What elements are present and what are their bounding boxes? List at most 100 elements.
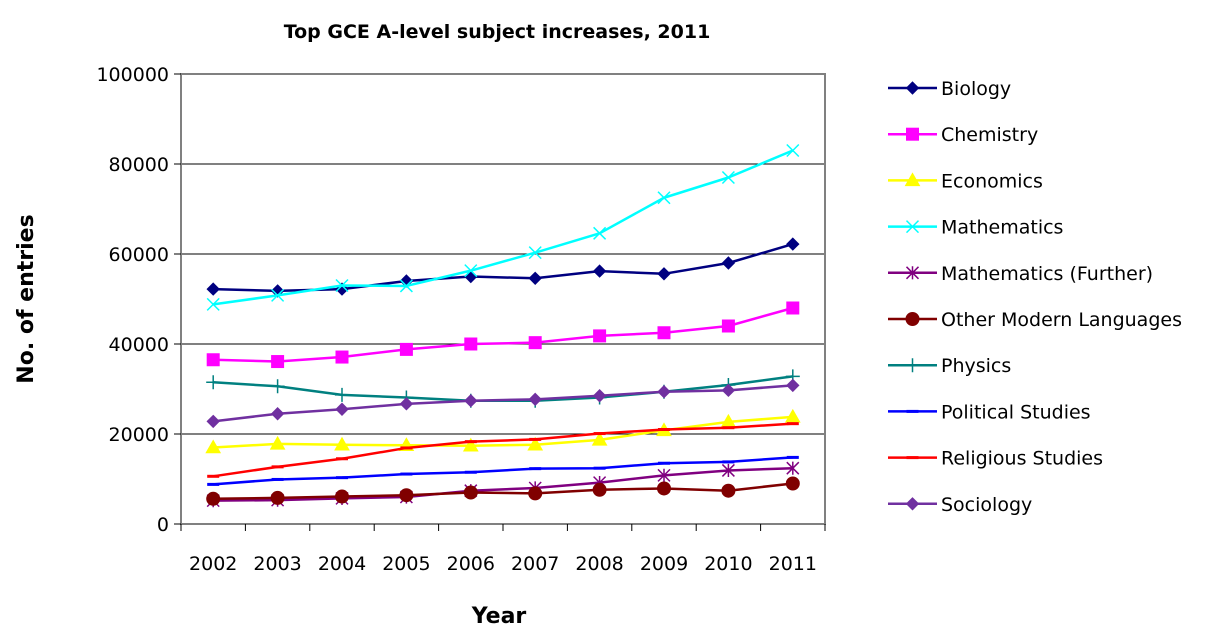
- data-point: [907, 410, 919, 413]
- data-point: [207, 475, 219, 478]
- series-line: [213, 424, 793, 477]
- data-point: [722, 320, 734, 332]
- data-point: [465, 440, 477, 443]
- y-tick-label: 60000: [109, 244, 169, 266]
- data-point: [907, 498, 919, 510]
- series-line: [213, 417, 793, 448]
- y-tick-label: 100000: [96, 64, 169, 86]
- legend-label: Mathematics: [941, 217, 1063, 239]
- data-point: [722, 460, 734, 463]
- series-physics: [206, 369, 800, 407]
- data-point: [658, 192, 670, 204]
- data-point: [787, 302, 799, 314]
- legend-item: Mathematics (Further): [888, 263, 1153, 285]
- series-mathematics: [207, 145, 799, 311]
- x-tick-label: 2003: [253, 553, 301, 575]
- data-point: [594, 265, 606, 277]
- x-tick-label: 2009: [640, 553, 688, 575]
- data-point: [336, 476, 348, 479]
- data-point: [906, 313, 919, 326]
- series-layer: [206, 145, 800, 508]
- legend-label: Religious Studies: [941, 448, 1103, 470]
- data-point: [336, 403, 348, 415]
- series-mathematics-further: [207, 462, 799, 508]
- data-point: [906, 358, 920, 372]
- series-biology: [207, 238, 799, 297]
- series-line: [213, 484, 793, 499]
- data-point: [336, 490, 349, 503]
- legend-label: Mathematics (Further): [941, 263, 1153, 285]
- data-point: [722, 257, 734, 269]
- x-axis-title: Year: [471, 604, 527, 629]
- data-point: [272, 465, 284, 468]
- data-point: [658, 428, 670, 431]
- data-point: [907, 456, 919, 459]
- data-point: [207, 354, 219, 366]
- legend-label: Chemistry: [941, 124, 1038, 146]
- y-tick-label: 20000: [109, 424, 169, 446]
- y-tick-label: 80000: [109, 154, 169, 176]
- data-point: [400, 398, 412, 410]
- x-tick-label: 2002: [189, 553, 237, 575]
- data-point: [272, 356, 284, 368]
- data-point: [722, 426, 734, 429]
- legend-item: Mathematics: [888, 217, 1063, 239]
- data-point: [787, 145, 799, 157]
- series-line: [213, 308, 793, 362]
- data-point: [207, 483, 219, 486]
- data-point: [464, 486, 477, 499]
- legend-label: Physics: [941, 355, 1011, 377]
- legend-item: Physics: [888, 355, 1011, 377]
- data-point: [400, 473, 412, 476]
- legend-item: Biology: [888, 78, 1011, 100]
- legend-item: Religious Studies: [888, 448, 1103, 470]
- series-line: [213, 468, 793, 500]
- data-point: [335, 388, 349, 402]
- data-point: [722, 484, 735, 497]
- data-point: [787, 238, 799, 250]
- legend-label: Economics: [941, 170, 1043, 192]
- data-point: [529, 337, 541, 349]
- series-line: [213, 151, 793, 305]
- data-point: [787, 456, 799, 459]
- data-point: [271, 491, 284, 504]
- data-point: [207, 492, 220, 505]
- data-point: [907, 128, 919, 140]
- series-line: [213, 376, 793, 400]
- data-point: [207, 283, 219, 295]
- data-point: [658, 268, 670, 280]
- data-point: [336, 457, 348, 460]
- legend-item: Economics: [888, 170, 1043, 192]
- data-point: [465, 395, 477, 407]
- data-point: [529, 487, 542, 500]
- data-point: [529, 272, 541, 284]
- data-point: [400, 343, 412, 355]
- plot-frame: [181, 74, 825, 524]
- series-line: [213, 457, 793, 484]
- data-point: [400, 446, 412, 449]
- x-tick-label: 2006: [447, 553, 495, 575]
- legend-label: Other Modern Languages: [941, 309, 1182, 331]
- data-point: [465, 338, 477, 350]
- data-point: [400, 489, 413, 502]
- y-axis: 020000400006000080000100000: [96, 64, 181, 536]
- x-tick-label: 2005: [382, 553, 430, 575]
- series-line: [213, 385, 793, 421]
- legend-item: Sociology: [888, 494, 1032, 516]
- legend-item: Other Modern Languages: [888, 309, 1182, 331]
- data-point: [594, 467, 606, 470]
- y-tick-label: 0: [157, 514, 169, 536]
- data-point: [594, 390, 606, 402]
- data-point: [722, 172, 734, 184]
- data-point: [272, 478, 284, 481]
- data-point: [465, 471, 477, 474]
- legend-label: Biology: [941, 78, 1011, 100]
- legend-item: Political Studies: [888, 401, 1091, 423]
- x-tick-label: 2007: [511, 553, 559, 575]
- data-point: [593, 483, 606, 496]
- data-point: [658, 482, 671, 495]
- data-point: [594, 330, 606, 342]
- x-axis: 2002 2003 2004 2005 2006 2007 2008 2009 2010 2011: [181, 524, 825, 575]
- series-chemistry: [207, 302, 799, 368]
